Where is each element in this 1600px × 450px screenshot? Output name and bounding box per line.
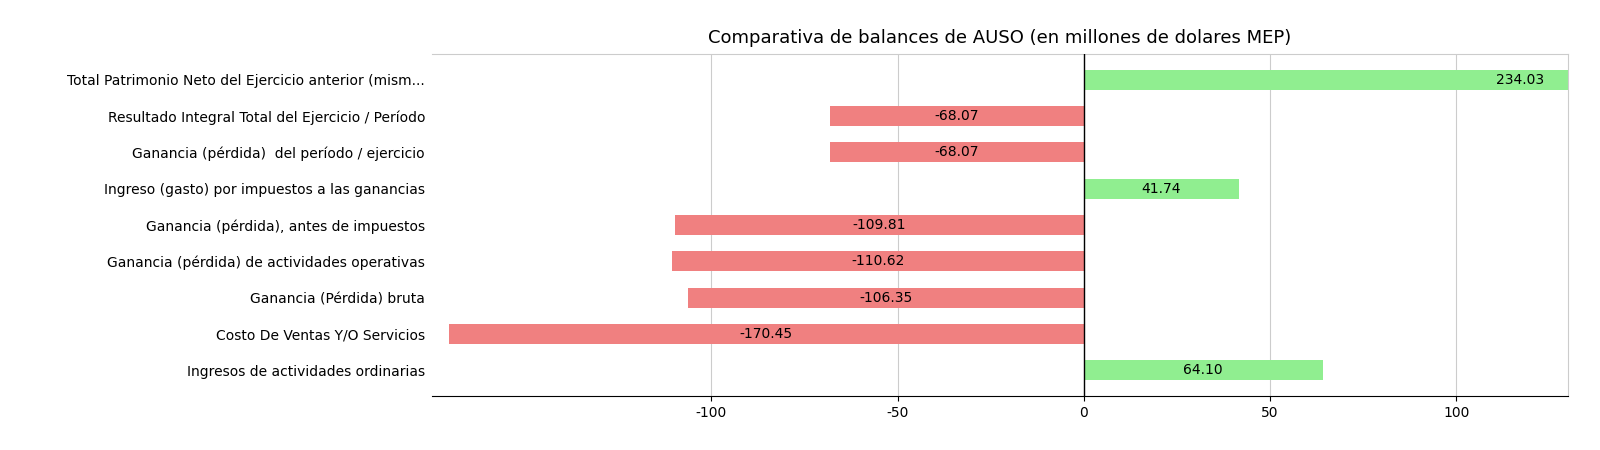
Bar: [1083, 70, 1600, 90]
Text: -68.07: -68.07: [934, 109, 979, 123]
Bar: [830, 142, 1083, 162]
Text: -68.07: -68.07: [934, 145, 979, 159]
Bar: [450, 324, 1083, 344]
Text: -106.35: -106.35: [859, 291, 912, 305]
Bar: [672, 252, 1083, 271]
Bar: [830, 106, 1083, 126]
Text: -110.62: -110.62: [851, 254, 904, 268]
Bar: [688, 288, 1083, 308]
Text: 41.74: 41.74: [1142, 182, 1181, 196]
Text: 234.03: 234.03: [1496, 72, 1544, 86]
Text: 64.10: 64.10: [1184, 364, 1222, 378]
Bar: [1083, 179, 1240, 198]
Bar: [1083, 360, 1323, 380]
Title: Comparativa de balances de AUSO (en millones de dolares MEP): Comparativa de balances de AUSO (en mill…: [709, 29, 1291, 47]
Text: -170.45: -170.45: [739, 327, 794, 341]
Bar: [675, 215, 1083, 235]
Text: -109.81: -109.81: [853, 218, 906, 232]
